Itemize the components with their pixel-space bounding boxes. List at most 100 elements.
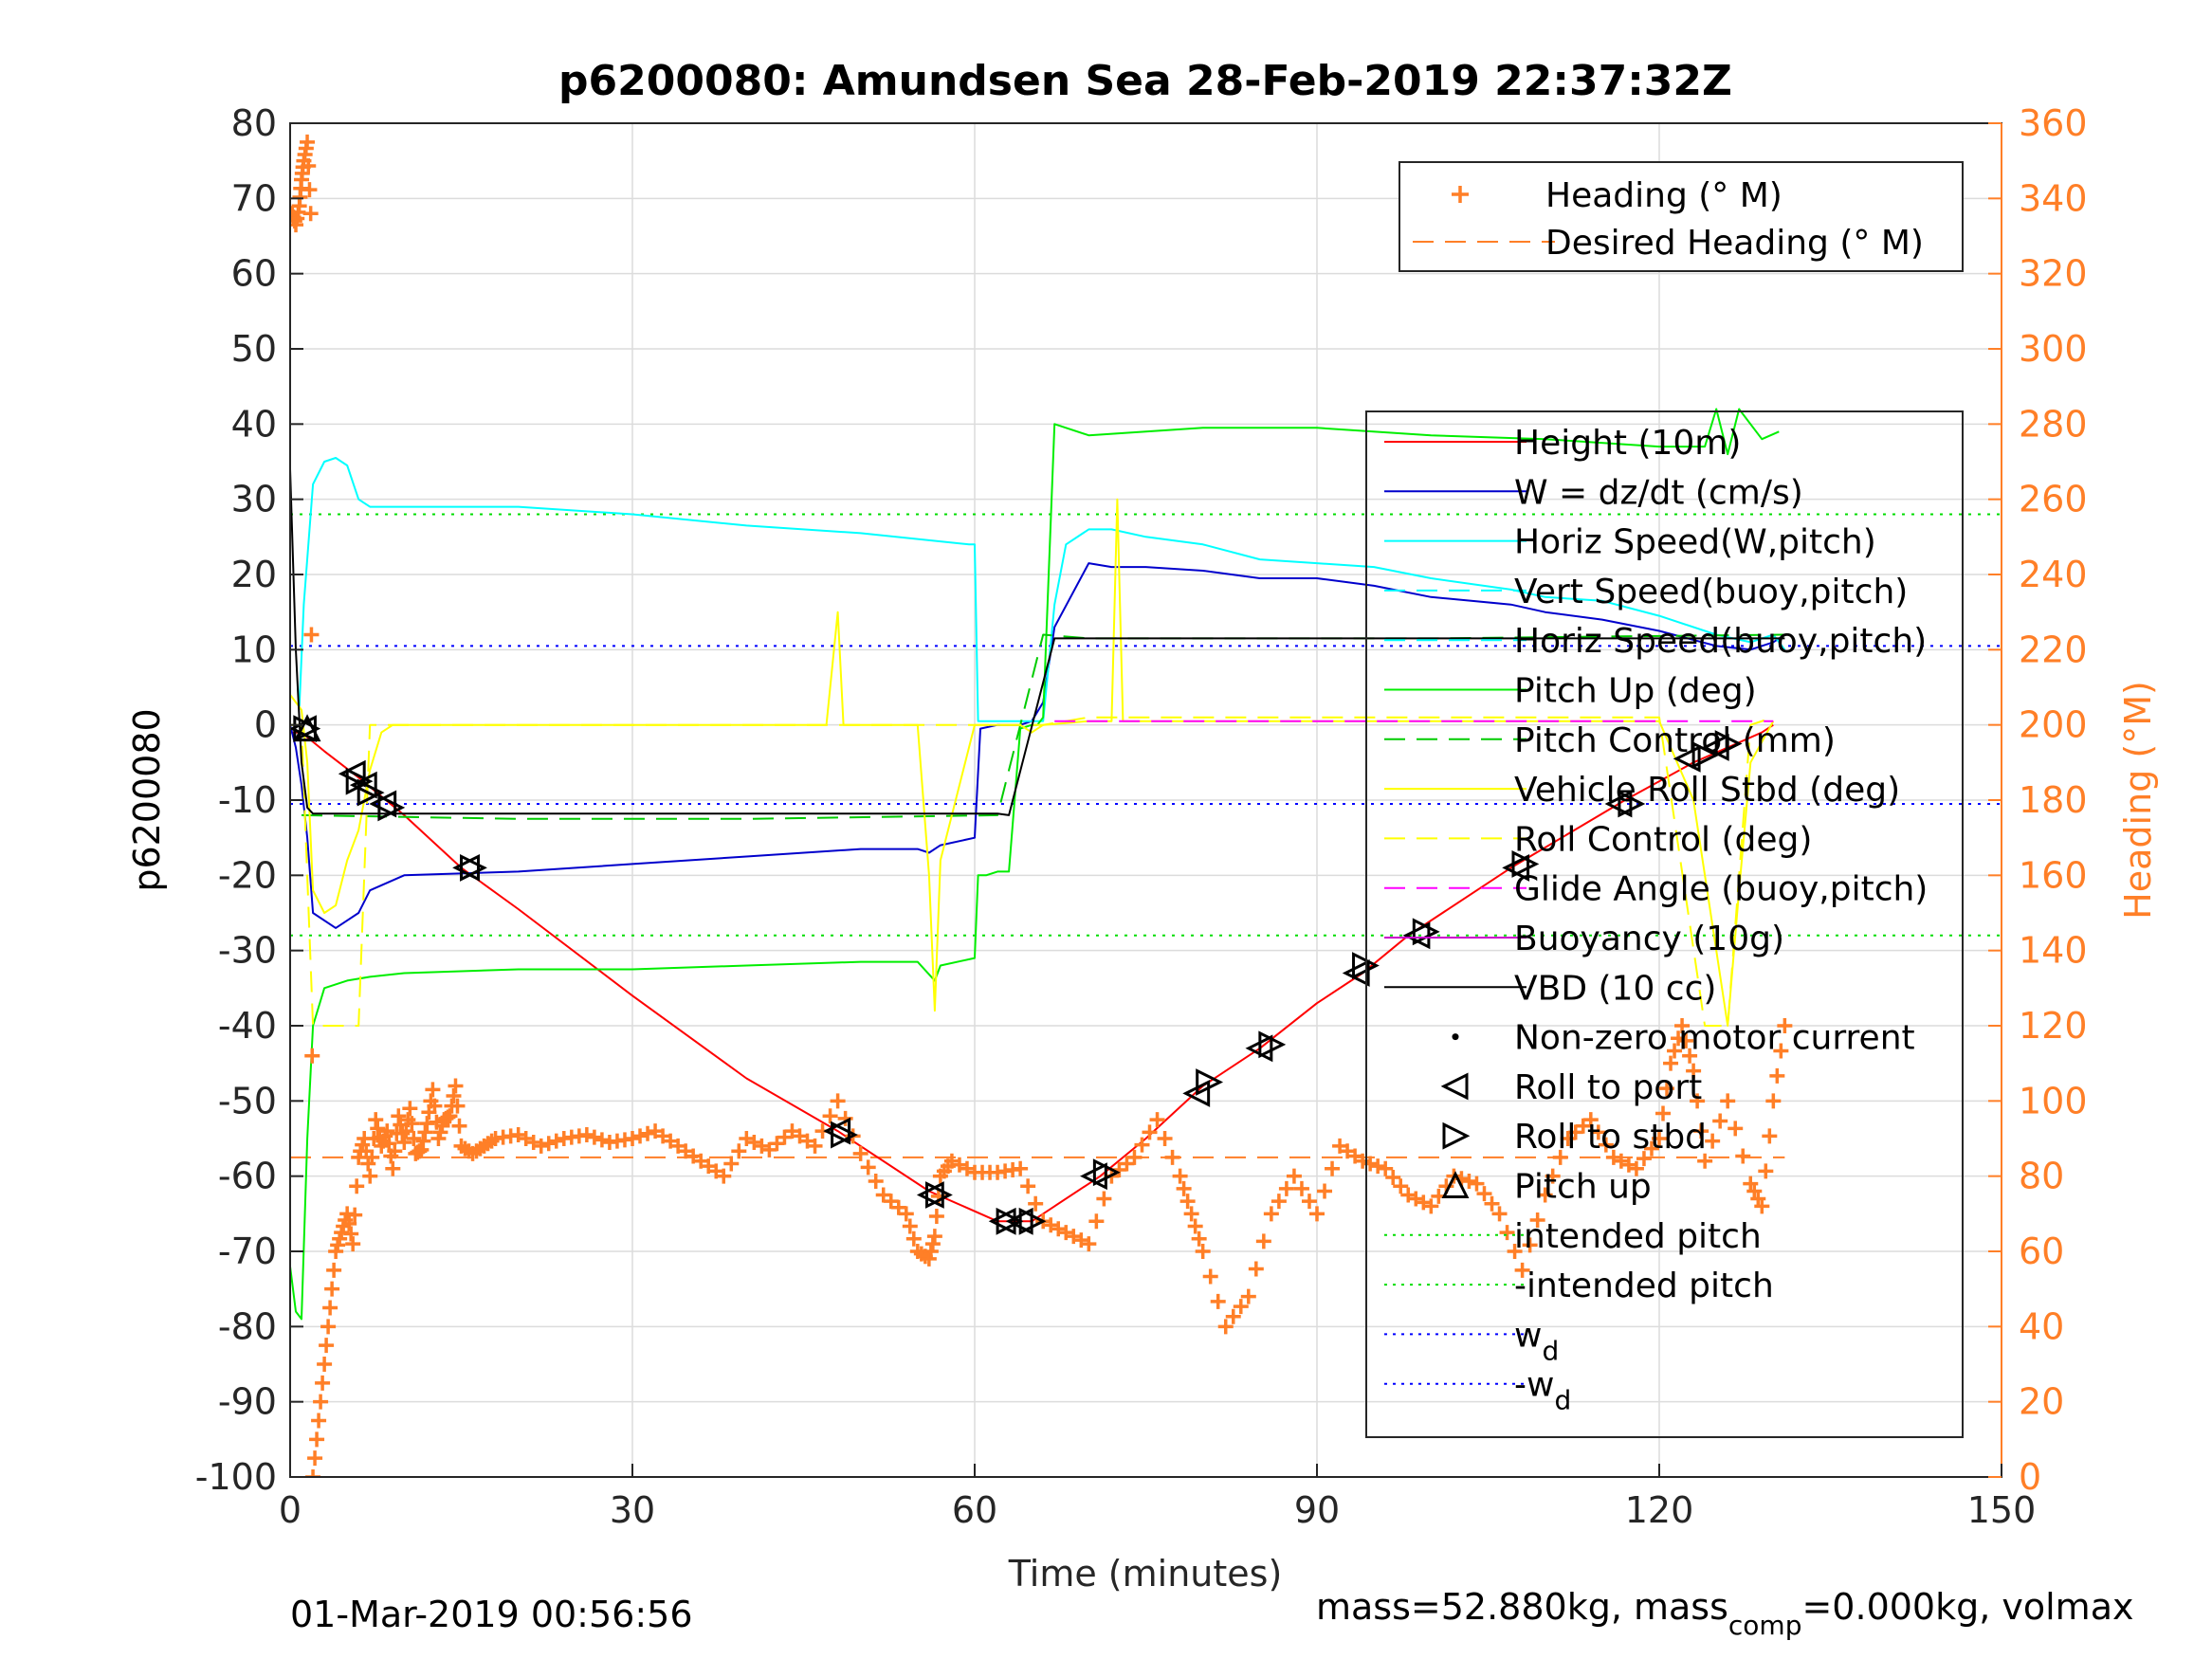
y-left-tick-label: -60 [218, 1156, 277, 1197]
heading-point [315, 1375, 331, 1391]
heading-point [822, 1108, 838, 1124]
heading-point [525, 1134, 541, 1150]
heading-point [1598, 1137, 1614, 1153]
roll-stbd-marker [1018, 1207, 1047, 1235]
heading-point [1149, 1112, 1165, 1128]
heading-point [387, 1143, 403, 1159]
heading-point [1066, 1229, 1082, 1245]
y-right-tick-label: 0 [2019, 1456, 2041, 1498]
markers-layer [290, 714, 1743, 1235]
y-right-tick-label: 20 [2019, 1381, 2064, 1423]
x-tick-label: 30 [610, 1489, 655, 1531]
heading-point [1393, 1178, 1409, 1194]
y-left-tick-label: -80 [218, 1305, 277, 1347]
heading-point [1286, 1168, 1302, 1184]
heading-point [883, 1194, 899, 1210]
pitch-up-marker [293, 714, 321, 742]
heading-point [362, 1168, 378, 1184]
heading-point [784, 1123, 800, 1139]
heading-point [311, 1413, 327, 1429]
heading-point [1620, 1157, 1636, 1173]
x-tick-label: 60 [952, 1489, 997, 1531]
legend-entry: Buoyancy (10g) [1384, 920, 1784, 958]
heading-point [1416, 1194, 1432, 1211]
roll-stbd-marker [831, 1121, 858, 1149]
heading-point [1385, 1169, 1401, 1185]
heading-point [391, 1108, 407, 1124]
heading-point [1317, 1183, 1333, 1199]
heading-point [1020, 1178, 1036, 1194]
legend-heading-box [1398, 161, 1964, 272]
y-left-tick-label: -40 [218, 1005, 277, 1047]
heading-point [1674, 1018, 1691, 1033]
y-right-tick-label: 220 [2019, 629, 2088, 670]
heading-point [746, 1134, 762, 1150]
heading-point [415, 1133, 431, 1149]
legend-swatch [1452, 1033, 1459, 1041]
x-tick-label: 0 [279, 1489, 302, 1531]
heading-point [923, 1244, 939, 1259]
legend-label: Roll to stbd [1514, 1118, 1707, 1157]
heading-point [716, 1168, 732, 1184]
heading-point [1233, 1299, 1249, 1315]
heading-point [1560, 1131, 1576, 1146]
heading-point [1088, 1213, 1105, 1230]
heading-point [1575, 1118, 1591, 1134]
heading-point [341, 1215, 357, 1231]
heading-point [303, 627, 320, 643]
heading-point [1667, 1043, 1683, 1059]
heading-point [1332, 1138, 1348, 1154]
legend-entry: Horiz Speed(W,pitch) [1384, 523, 1876, 562]
heading-point [625, 1131, 640, 1146]
chart-title: p6200080: Amundsen Sea 28-Feb-2019 22:37… [558, 57, 1732, 105]
heading-point [1400, 1187, 1417, 1203]
heading-point [663, 1133, 679, 1149]
y-right-tick-label: 280 [2019, 403, 2088, 445]
legend-main-box [1365, 410, 1964, 1438]
heading-point [1293, 1180, 1309, 1196]
legend-label: Glide Angle (buoy,pitch) [1514, 870, 1928, 909]
legend-entry: Roll Control (deg) [1384, 820, 1812, 859]
roll-port-marker [1342, 959, 1370, 987]
heading-point [951, 1157, 967, 1173]
heading-point [898, 1206, 914, 1222]
heading-point [1663, 1055, 1679, 1071]
heading-point [1325, 1160, 1341, 1176]
heading-point [404, 1116, 420, 1132]
y-left-tick-label: 0 [254, 704, 277, 746]
heading-point [1522, 1237, 1538, 1253]
y-right-tick-label: 160 [2019, 854, 2088, 896]
roll-stbd-marker [293, 715, 321, 743]
heading-point [1355, 1153, 1371, 1169]
heading-point [1643, 1140, 1659, 1157]
heading-point [1225, 1308, 1241, 1324]
legend-heading-label: Desired Heading (° M) [1545, 224, 1924, 263]
roll-stbd-marker [1196, 1068, 1224, 1096]
heading-point [1195, 1244, 1211, 1259]
heading-point [959, 1160, 975, 1176]
heading-point [1058, 1225, 1074, 1241]
heading-point [1712, 1113, 1728, 1129]
heading-point [1240, 1288, 1256, 1304]
heading-point [1142, 1124, 1158, 1140]
heading-point [1720, 1093, 1736, 1109]
heading-point [548, 1133, 564, 1149]
heading-point [902, 1218, 918, 1234]
y-right-tick-label: 320 [2019, 253, 2088, 295]
heading-point [402, 1101, 418, 1117]
heading-point [586, 1129, 602, 1145]
heading-point [301, 157, 317, 173]
heading-point [396, 1134, 412, 1150]
heading-point [754, 1138, 770, 1154]
heading-point [1582, 1112, 1599, 1128]
heading-point [928, 1208, 944, 1224]
heading-point [1210, 1293, 1226, 1309]
y-left-tick-label: 60 [231, 253, 277, 295]
heading-point [1499, 1225, 1515, 1241]
heading-point [319, 1338, 335, 1354]
heading-point [347, 1207, 363, 1223]
heading-point [578, 1127, 594, 1143]
legend-entry: Roll to port [1440, 1068, 1702, 1107]
heading-point [533, 1138, 549, 1154]
legend-label: Roll Control (deg) [1514, 820, 1812, 859]
